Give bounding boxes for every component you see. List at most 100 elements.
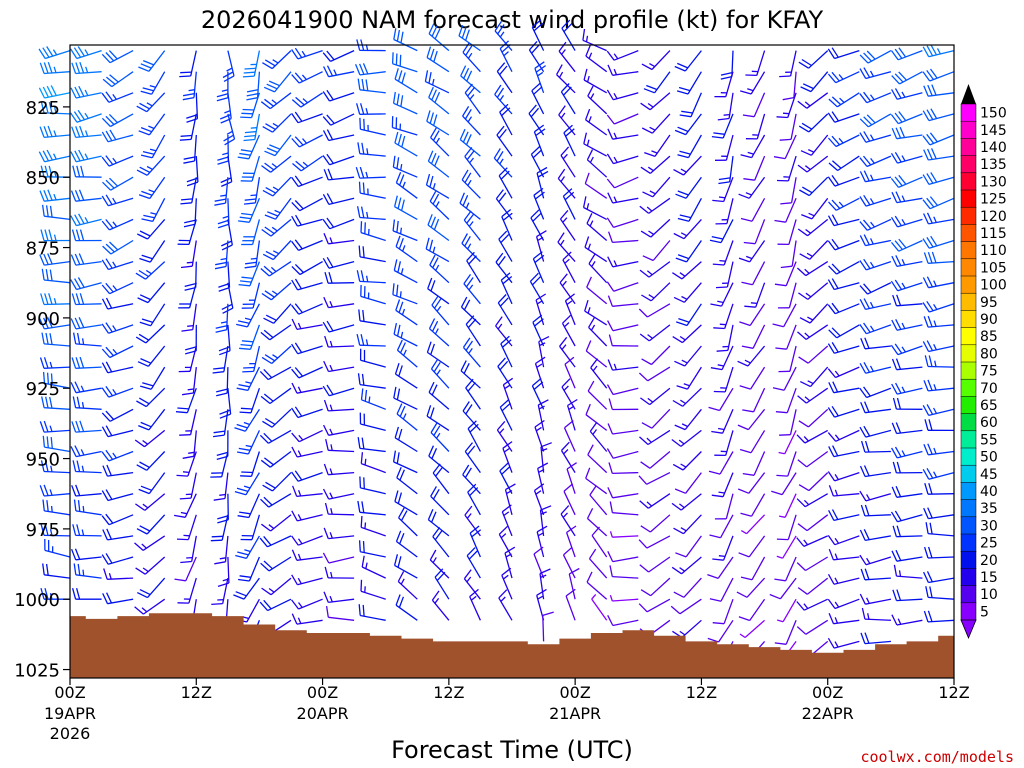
wind-barb <box>891 382 923 395</box>
colorbar-swatch <box>960 413 977 432</box>
wind-barb <box>427 509 450 537</box>
wind-barb <box>714 493 734 520</box>
wind-barb <box>779 113 797 141</box>
colorbar-swatch <box>960 602 977 621</box>
wind-barb <box>261 218 292 237</box>
wind-barb <box>608 334 639 347</box>
wind-barb <box>71 61 102 75</box>
wind-barb <box>101 282 134 295</box>
wind-barb <box>358 540 386 558</box>
wind-barb <box>137 577 166 599</box>
wind-barb <box>395 171 418 199</box>
wind-barb <box>827 238 860 251</box>
x-tick-label: 12Z <box>686 683 717 702</box>
wind-barb <box>710 282 734 307</box>
wind-barb <box>426 46 450 73</box>
wind-barb <box>357 78 386 94</box>
wind-barb <box>458 24 481 52</box>
wind-barb <box>177 219 197 246</box>
wind-barb <box>460 65 481 94</box>
wind-barb <box>890 174 923 188</box>
wind-barb <box>560 441 576 473</box>
x-tick-date: 19APR <box>44 704 96 723</box>
wind-barb <box>393 259 418 284</box>
wind-barb <box>827 47 860 60</box>
wind-barb <box>674 50 702 72</box>
wind-barb <box>585 340 608 368</box>
wind-barb <box>559 336 576 368</box>
wind-barb <box>101 218 134 231</box>
wind-barb <box>322 552 355 564</box>
wind-barb <box>181 303 197 332</box>
wind-barb <box>101 129 134 143</box>
wind-barb <box>675 535 702 558</box>
wind-barb <box>769 577 797 600</box>
wind-barb <box>396 403 418 431</box>
wind-barb <box>140 134 166 159</box>
colorbar-label: 10 <box>980 587 998 603</box>
wind-barb <box>102 464 134 477</box>
wind-barb <box>673 514 702 535</box>
wind-barb <box>39 61 71 75</box>
wind-barb <box>237 134 260 160</box>
colorbar-swatch <box>960 378 977 397</box>
wind-barb <box>772 366 797 391</box>
wind-barb <box>70 46 102 60</box>
wind-barb <box>393 322 418 347</box>
wind-barb <box>564 356 576 389</box>
wind-barb <box>427 214 450 242</box>
wind-barb <box>859 425 892 438</box>
wind-barb <box>892 397 923 410</box>
wind-barb <box>42 563 71 579</box>
wind-barb <box>717 92 734 121</box>
wind-barb <box>428 381 450 410</box>
wind-barb <box>239 324 261 350</box>
wind-barb <box>497 357 513 389</box>
wind-barb <box>70 85 102 99</box>
wind-barb <box>428 445 450 474</box>
wind-barb <box>859 593 892 605</box>
wind-barb <box>469 525 482 558</box>
wind-barb <box>102 176 134 191</box>
colorbar-label: 20 <box>980 553 998 569</box>
wind-barb <box>138 472 166 495</box>
colorbar-label: 45 <box>980 467 998 483</box>
wind-barb <box>827 111 860 123</box>
wind-barb <box>828 261 860 275</box>
wind-barb <box>531 82 545 115</box>
wind-barb <box>186 156 199 187</box>
colorbar-label: 30 <box>980 518 998 534</box>
wind-barb <box>542 611 554 642</box>
wind-barb <box>741 261 766 286</box>
wind-barb <box>70 445 102 458</box>
x-tick-label: 12Z <box>433 683 464 702</box>
wind-barb <box>38 46 71 60</box>
wind-barb <box>676 366 702 390</box>
wind-barb <box>774 261 797 287</box>
wind-barb <box>262 50 292 70</box>
wind-barb <box>891 422 923 435</box>
wind-barb <box>323 527 355 540</box>
wind-barb <box>138 50 166 72</box>
wind-barb <box>493 148 513 178</box>
wind-barb <box>607 192 639 204</box>
colorbar-label: 90 <box>980 312 998 328</box>
wind-barb <box>70 149 102 163</box>
wind-barb <box>246 71 261 101</box>
wind-barb <box>922 300 955 313</box>
wind-barb <box>532 251 545 283</box>
wind-barb <box>396 339 418 368</box>
wind-barb <box>796 598 828 611</box>
wind-barb <box>606 384 639 396</box>
wind-barb <box>890 279 923 292</box>
wind-barb <box>607 359 639 371</box>
wind-barb <box>859 490 892 502</box>
wind-barb <box>586 213 608 241</box>
wind-barb <box>466 251 481 284</box>
wind-barb <box>892 525 923 538</box>
wind-barb <box>44 538 71 558</box>
wind-barb <box>535 230 547 262</box>
wind-barb <box>261 282 292 301</box>
wind-barb <box>101 513 134 526</box>
wind-barb <box>466 547 481 579</box>
